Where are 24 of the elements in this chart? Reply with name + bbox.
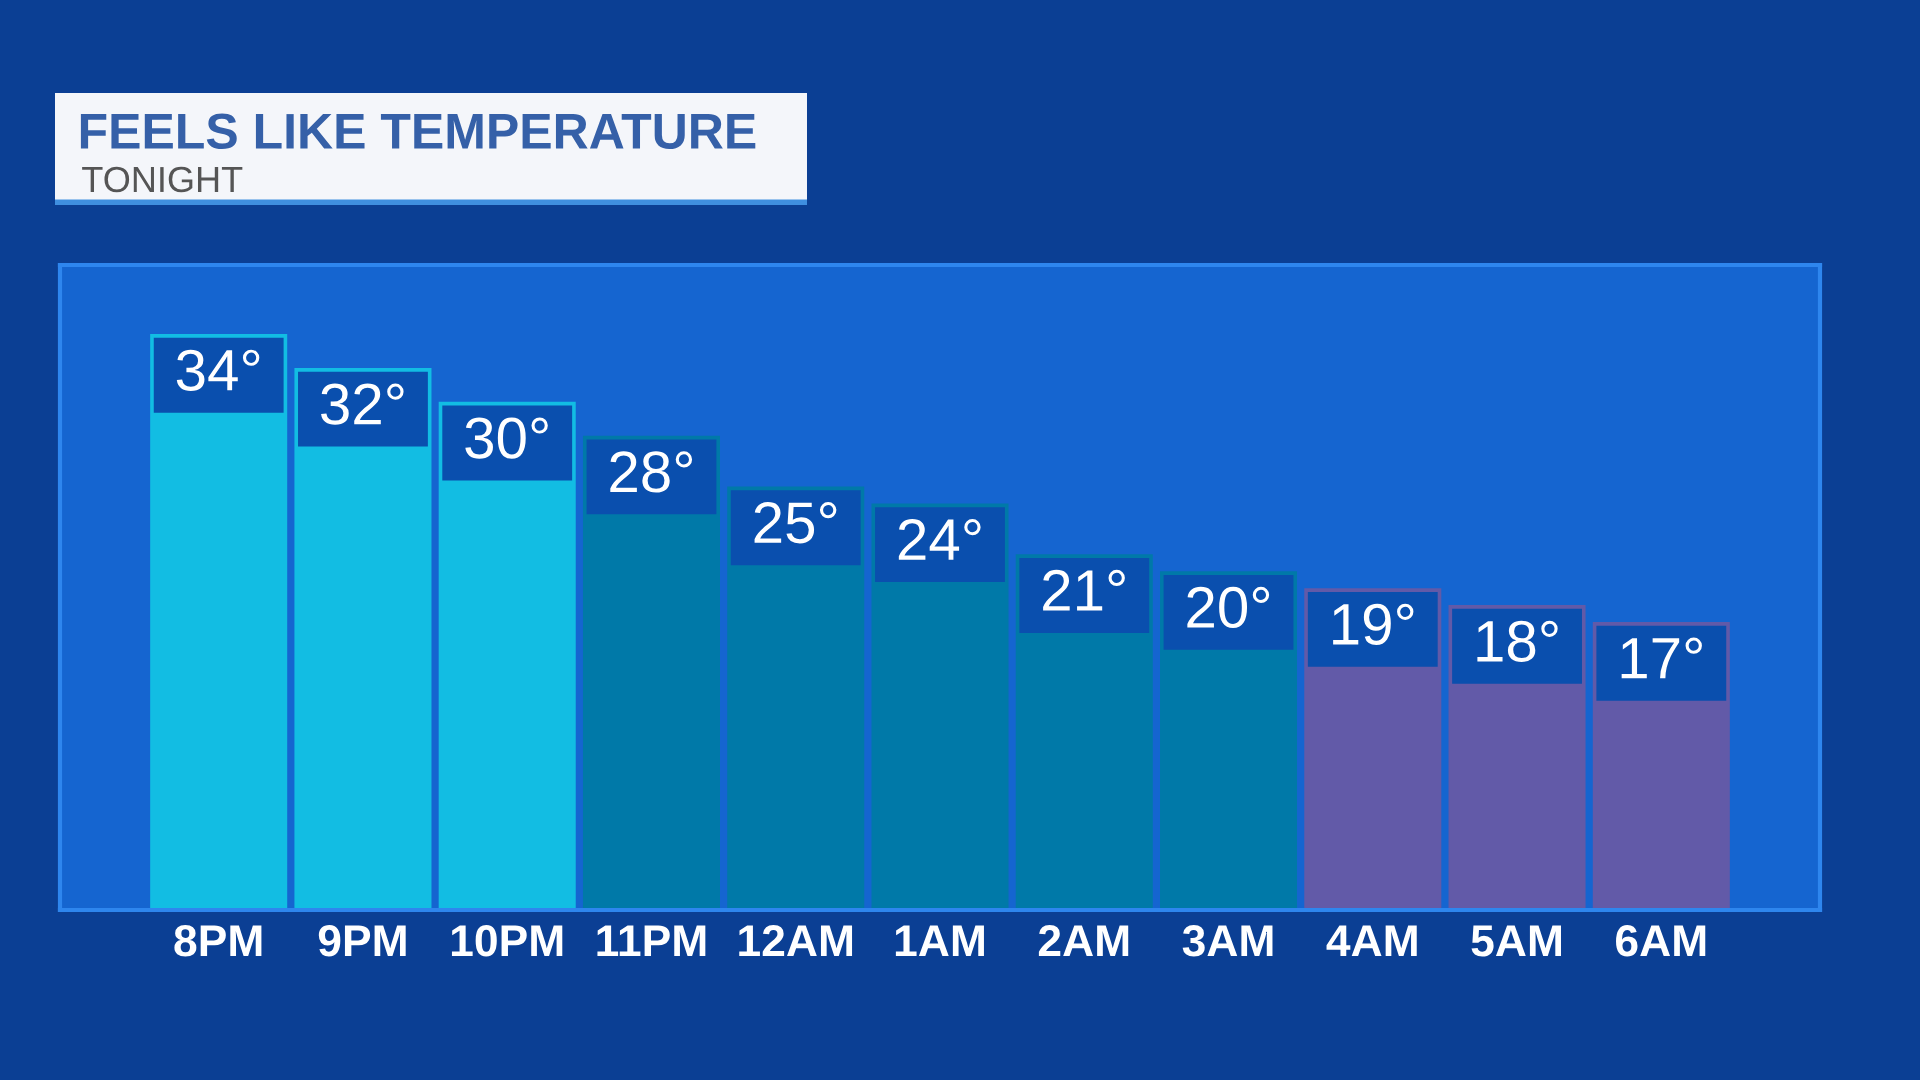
data-label: 24° — [898, 519, 981, 560]
data-label: 20° — [1187, 586, 1270, 629]
x-tick-label: 10PM — [451, 925, 563, 957]
data-label: 32° — [321, 383, 404, 425]
x-tick-label: 3AM — [1182, 925, 1273, 957]
x-tick-label: 9PM — [318, 925, 406, 957]
x-tick-label: 4AM — [1326, 925, 1417, 957]
data-label: 17° — [1621, 637, 1702, 679]
x-tick-label: 12AM — [739, 925, 853, 957]
data-label: 25° — [754, 502, 837, 544]
x-tick-label: 2AM — [1038, 925, 1129, 957]
data-label: 34° — [176, 349, 260, 391]
x-tick-label: 11PM — [597, 925, 706, 957]
data-label: 30° — [465, 417, 548, 459]
x-tick-label: 5AM — [1471, 925, 1561, 957]
x-tick-label: 1AM — [895, 925, 984, 957]
data-label: 18° — [1477, 620, 1558, 662]
data-label: 21° — [1043, 569, 1125, 611]
chart-title: FEELS LIKE TEMPERATURE — [80, 113, 756, 149]
data-label: 19° — [1333, 603, 1414, 646]
data-label: 28° — [610, 451, 693, 493]
x-tick-label: 8PM — [174, 925, 262, 957]
x-tick-label: 6AM — [1616, 925, 1706, 957]
chart-subtitle: TONIGHT — [82, 166, 243, 193]
